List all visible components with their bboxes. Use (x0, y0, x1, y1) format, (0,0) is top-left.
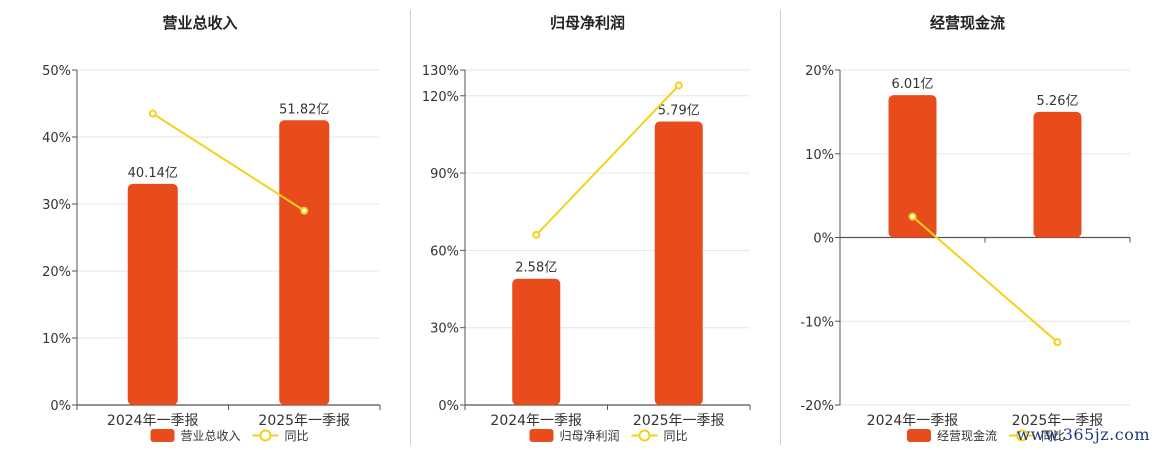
y-tick-label: 130% (422, 64, 459, 79)
chart-svg-cash-flow: -20% -10% 0% 10% 20% 6.01亿 2024年一季报 5.26亿 2025年一… (800, 64, 1131, 443)
yoy-line (535, 84, 680, 236)
bar-data-label: 51.82亿 (279, 102, 329, 117)
yoy-point (532, 230, 541, 239)
legend-line-marker (259, 429, 272, 442)
yoy-point (1053, 338, 1062, 347)
panel-divider (780, 10, 781, 445)
y-tick-label: -10% (800, 315, 834, 330)
chart-panel-cash-flow: 经营现金流 -20% -10% 0% 10% 20% 6.01亿 2024年一季报 5.26亿… (775, 0, 1160, 450)
legend-line-label: 同比 (664, 429, 688, 443)
bar (1033, 111, 1082, 238)
y-tick-label: 120% (422, 90, 459, 105)
legend-bar-label: 营业总收入 (181, 429, 241, 443)
y-tick-label: 40% (42, 131, 71, 146)
chart-svg-revenue: 0% 10% 20% 30% 40% 50% 40.14亿 2024年一季报 51.82亿 202… (42, 64, 381, 443)
chart-panel-net-profit: 归母净利润 0% 30% 60% 90% 120% 130% 2.58亿 2024年一季报 5.… (395, 0, 780, 450)
bar-data-label: 2.58亿 (515, 261, 557, 276)
x-tick-label: 2025年一季报 (633, 413, 725, 429)
y-tick-label: 30% (430, 322, 459, 337)
bar-data-label: 5.79亿 (658, 104, 700, 119)
legend-line-label: 同比 (285, 429, 309, 443)
yoy-line (911, 215, 1059, 343)
bar-data-label: 6.01亿 (892, 77, 934, 92)
watermark-text: www.365jz.com (1016, 425, 1150, 444)
bar-data-label: 5.26亿 (1037, 94, 1079, 109)
y-tick-label: 0% (438, 399, 459, 414)
yoy-point (674, 81, 683, 90)
yoy-point (908, 212, 917, 221)
bar (512, 278, 561, 405)
legend-bar-swatch (150, 429, 175, 442)
y-tick-label: 10% (42, 332, 71, 347)
y-tick-label: 60% (430, 244, 459, 259)
bar (888, 95, 937, 238)
legend-bar-label: 经营现金流 (937, 428, 997, 443)
yoy-point (148, 109, 157, 118)
x-tick-label: 2024年一季报 (490, 413, 582, 429)
y-tick-label: 0% (50, 399, 71, 414)
chart-panel-revenue: 营业总收入 0% 10% 20% 30% 40% 50% 40.14亿 2024年一季报 51.… (0, 0, 400, 450)
y-tick-label: 0% (813, 232, 834, 247)
y-tick-label: 20% (805, 64, 834, 79)
x-tick-label: 2025年一季报 (258, 413, 350, 429)
legend-line-marker (1016, 429, 1028, 442)
chart-svg-net-profit: 0% 30% 60% 90% 120% 130% 2.58亿 2024年一季报 5.79亿 202… (422, 64, 751, 443)
yoy-point (300, 206, 309, 215)
y-tick-label: -20% (800, 399, 834, 414)
x-tick-label: 2025年一季报 (1012, 413, 1104, 429)
chart-title: 营业总收入 (162, 14, 238, 32)
bar (279, 120, 330, 405)
chart-title: 归母净利润 (549, 14, 625, 32)
x-tick-label: 2024年一季报 (867, 413, 959, 429)
y-tick-label: 10% (805, 148, 834, 163)
chart-title: 经营现金流 (929, 14, 1005, 32)
y-tick-label: 50% (42, 64, 71, 79)
yoy-line (152, 112, 305, 212)
legend-line-label: 同比 (1041, 429, 1065, 443)
bar (127, 183, 178, 405)
legend-line-marker (638, 429, 651, 442)
y-tick-label: 90% (430, 167, 459, 182)
y-tick-label: 20% (42, 265, 71, 280)
legend-bar-swatch (529, 429, 554, 442)
panel-divider (410, 10, 411, 445)
x-tick-label: 2024年一季报 (107, 413, 199, 429)
y-tick-label: 30% (42, 198, 71, 213)
legend-bar-swatch (907, 429, 931, 442)
bar-data-label: 40.14亿 (128, 166, 178, 181)
legend-bar-label: 归母净利润 (560, 429, 620, 443)
bar (654, 121, 703, 406)
